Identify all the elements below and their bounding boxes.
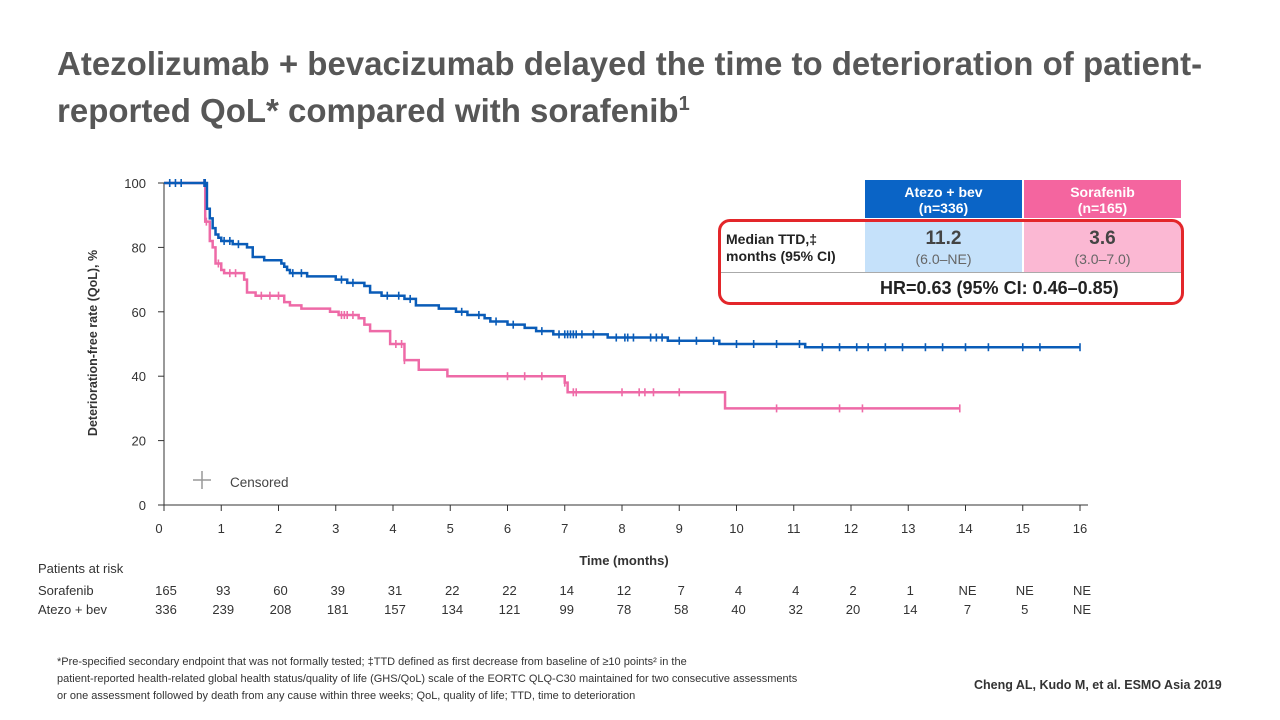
risk-count-sorafenib: 12 [616, 583, 632, 598]
risk-count-sorafenib: 165 [155, 583, 177, 598]
x-tick-label: 11 [787, 521, 801, 536]
x-tick-label: 6 [504, 521, 511, 536]
risk-row-label-atezo-bev: Atezo + bev [38, 602, 108, 617]
risk-count-sorafenib: 60 [273, 583, 288, 598]
hazard-ratio: HR=0.63 (95% CI: 0.46–0.85) [880, 278, 1119, 298]
x-tick-label: 3 [332, 521, 339, 536]
x-tick-label: 5 [447, 521, 454, 536]
y-tick-label: 60 [132, 305, 146, 320]
risk-count-atezo-bev: 208 [269, 602, 292, 617]
chart-curves [164, 179, 1081, 413]
median-ttd-row-label: Median TTD,‡ months (95% CI) [726, 231, 836, 265]
highlight-box [718, 219, 1184, 305]
risk-count-sorafenib: NE [1072, 583, 1092, 598]
risk-count-atezo-bev: 32 [788, 602, 803, 617]
x-tick-label: 8 [618, 521, 625, 536]
atezo-bev-ci: (6.0–NE) [915, 251, 972, 267]
x-tick-label: 13 [901, 521, 915, 536]
risk-count-atezo-bev: 7 [963, 602, 972, 617]
risk-row-label-sorafenib: Sorafenib [38, 583, 94, 598]
risk-count-atezo-bev: 336 [155, 602, 177, 617]
slide-title-text: Atezolizumab + bevacizumab delayed the t… [57, 45, 1203, 129]
risk-count-sorafenib: 14 [559, 583, 574, 598]
censored-legend-label: Censored [230, 475, 289, 490]
x-tick-label: 9 [676, 521, 683, 536]
sorafenib-median: 3.6 [1089, 228, 1116, 249]
atezo-bev-header-n: (n=336) [918, 200, 969, 216]
footnote-line: *Pre-specified secondary endpoint that w… [57, 656, 687, 668]
risk-count-sorafenib: 1 [906, 583, 914, 598]
y-tick-label: 100 [124, 176, 146, 191]
x-tick-label: 12 [844, 521, 858, 536]
reference: Cheng AL, Kudo M, et al. ESMO Asia 2019 [974, 678, 1222, 692]
atezo-bev-header: Atezo + bev (n=336) [865, 180, 1022, 218]
sorafenib-ci: (3.0–7.0) [1074, 251, 1131, 267]
x-tick-label: 15 [1016, 521, 1030, 536]
risk-count-atezo-bev: NE [1072, 602, 1092, 617]
risk-count-atezo-bev: 14 [903, 602, 918, 617]
atezo-bev-median: 11.2 [925, 228, 962, 249]
risk-count-atezo-bev: 99 [559, 602, 574, 617]
sorafenib-median-cell: 3.6 (3.0–7.0) [1024, 222, 1181, 272]
x-tick-label: 16 [1073, 521, 1087, 536]
risk-table-heading: Patients at risk [38, 561, 124, 576]
footnote-line: patient-reported health-related global h… [57, 673, 798, 685]
y-tick-label: 40 [132, 369, 146, 384]
risk-count-atezo-bev: 20 [845, 602, 861, 617]
risk-count-sorafenib: NE [958, 583, 977, 598]
x-tick-label: 7 [561, 521, 568, 536]
x-tick-label: 14 [958, 521, 972, 536]
footnote: *Pre-specified secondary endpoint that w… [57, 654, 937, 705]
x-tick-label: 2 [275, 521, 282, 536]
footnote-line: or one assessment followed by death from… [57, 690, 636, 702]
risk-count-sorafenib: 22 [502, 583, 517, 598]
risk-count-atezo-bev: 181 [326, 602, 349, 617]
risk-count-atezo-bev: 134 [441, 602, 464, 617]
risk-count-sorafenib: NE [1015, 583, 1034, 598]
risk-count-atezo-bev: 157 [384, 602, 406, 617]
x-tick-label: 0 [155, 521, 162, 536]
x-tick-label: 10 [729, 521, 743, 536]
x-axis-label: Time (months) [579, 553, 668, 568]
km-curve-atezo-bev [164, 181, 1080, 349]
y-axis-label: Deterioration-free rate (QoL), % [86, 250, 100, 436]
risk-count-atezo-bev: 121 [498, 602, 521, 617]
risk-count-atezo-bev: 239 [212, 602, 235, 617]
y-tick-label: 0 [139, 498, 146, 513]
median-ttd-label-line2: months (95% CI) [726, 248, 836, 264]
risk-count-sorafenib: 2 [849, 583, 857, 598]
risk-count-sorafenib: 4 [734, 583, 743, 598]
x-tick-label: 1 [218, 521, 225, 536]
sorafenib-header-name: Sorafenib [1070, 184, 1135, 200]
risk-count-sorafenib: 4 [792, 583, 800, 598]
median-ttd-label-line1: Median TTD,‡ [726, 231, 818, 247]
y-tick-label: 20 [132, 434, 146, 449]
title-superscript: 1 [678, 93, 690, 115]
risk-count-atezo-bev: 58 [674, 602, 689, 617]
y-tick-label: 80 [132, 240, 146, 255]
risk-count-sorafenib: 93 [216, 583, 231, 598]
sorafenib-header-n: (n=165) [1077, 200, 1128, 216]
km-curve-sorafenib [164, 181, 960, 410]
sorafenib-header: Sorafenib (n=165) [1024, 180, 1181, 218]
atezo-bev-median-cell: 11.2 (6.0–NE) [865, 222, 1022, 272]
risk-count-atezo-bev: 5 [1021, 602, 1029, 617]
x-tick-label: 4 [389, 521, 396, 536]
risk-count-sorafenib: 39 [330, 583, 345, 598]
risk-count-sorafenib: 31 [387, 583, 403, 598]
chart-legend: Censored [193, 471, 289, 490]
table-divider [720, 272, 1182, 273]
risk-count-atezo-bev: 78 [616, 602, 632, 617]
slide-title: Atezolizumab + bevacizumab delayed the t… [57, 40, 1237, 134]
atezo-bev-header-name: Atezo + bev [904, 184, 983, 200]
risk-count-sorafenib: 22 [445, 583, 460, 598]
risk-count-sorafenib: 7 [677, 583, 685, 598]
risk-count-atezo-bev: 40 [731, 602, 746, 617]
